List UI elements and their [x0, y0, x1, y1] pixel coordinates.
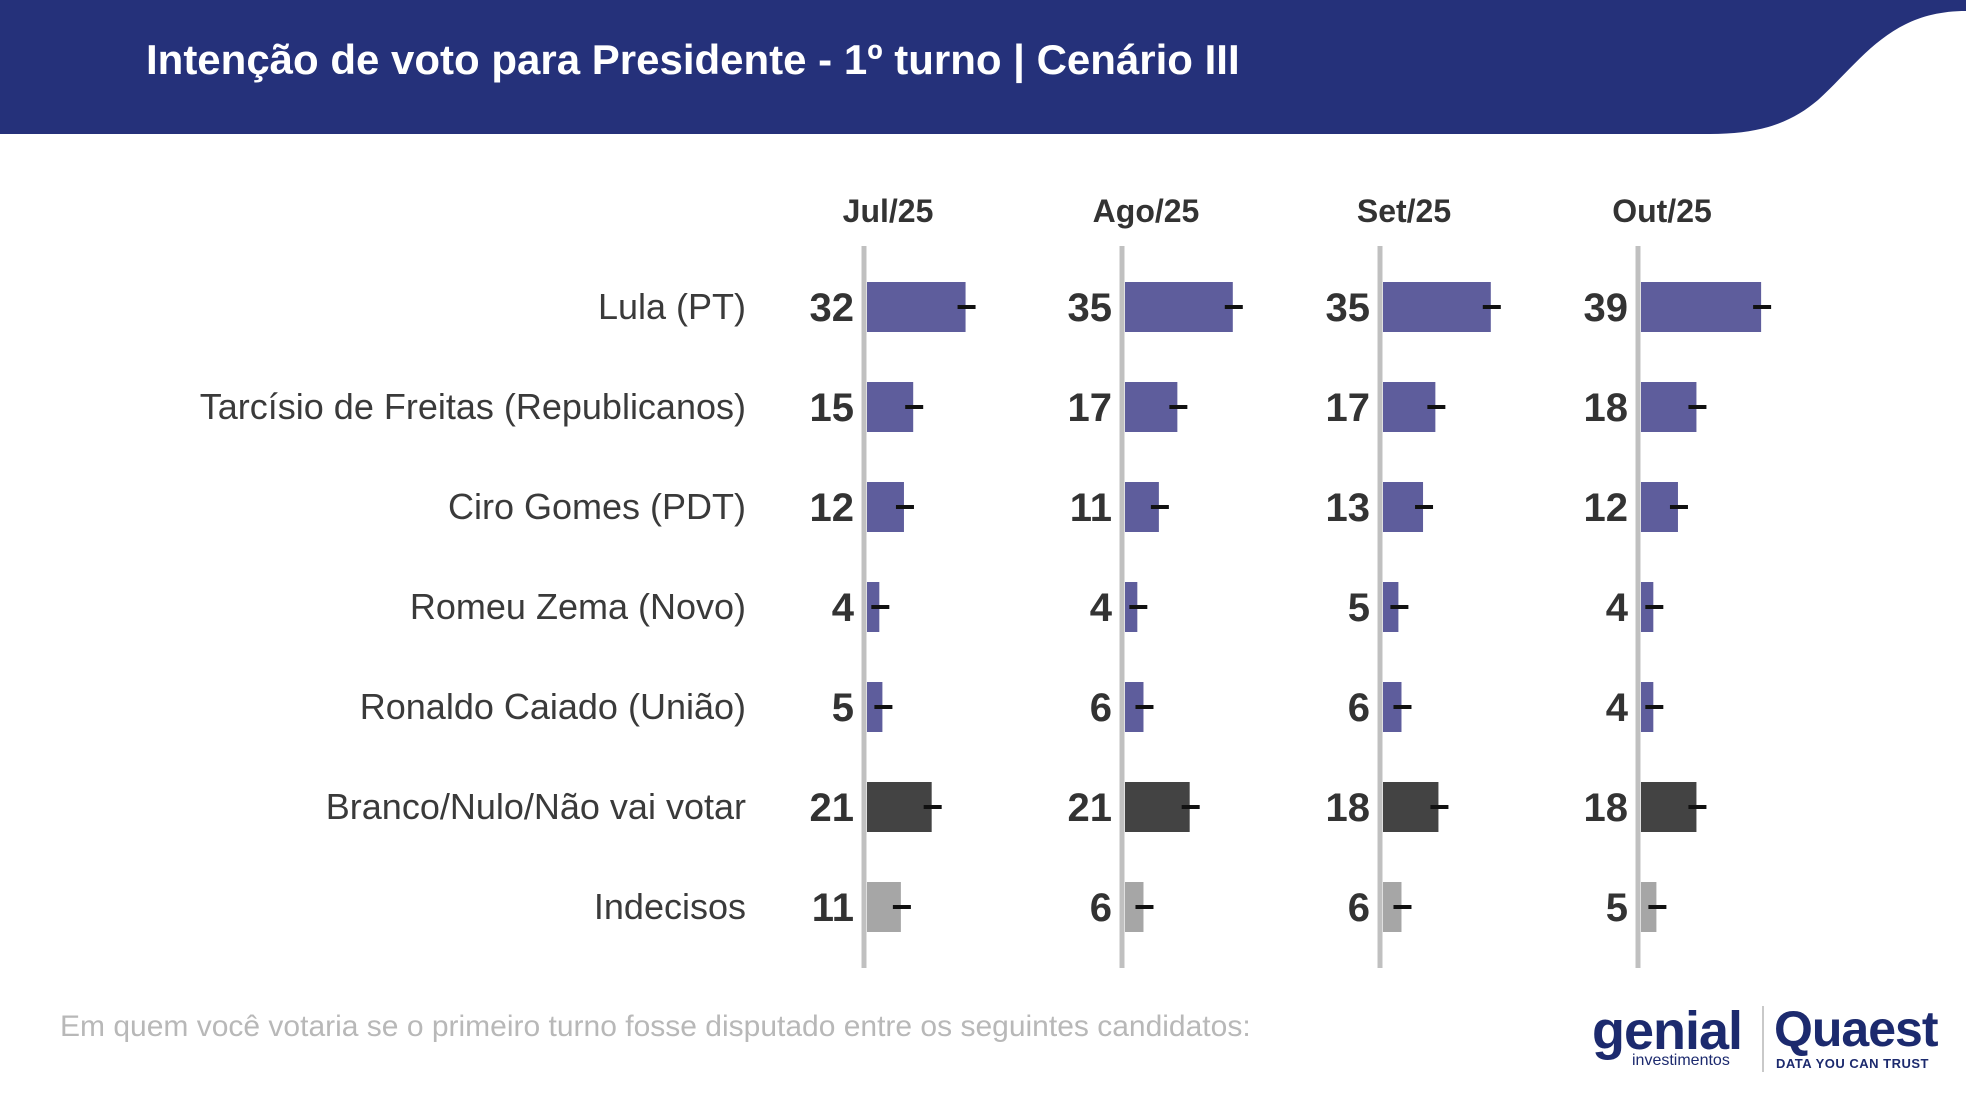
data-label: 21 [810, 786, 855, 830]
data-label: 6 [1090, 686, 1112, 730]
bar [1383, 682, 1402, 732]
category-label: Lula (PT) [598, 286, 746, 327]
category-label: Romeu Zema (Novo) [410, 586, 746, 627]
quaest-logo-tagline: DATA YOU CAN TRUST [1776, 1056, 1929, 1071]
data-label: 4 [1606, 686, 1629, 730]
data-label: 15 [810, 386, 855, 430]
data-label: 21 [1068, 786, 1113, 830]
data-label: 4 [1090, 586, 1113, 630]
data-label: 6 [1348, 686, 1370, 730]
data-label: 4 [1606, 586, 1629, 630]
data-label: 35 [1068, 286, 1113, 330]
bar [867, 782, 932, 832]
question-footnote: Em quem você votaria se o primeiro turno… [60, 1010, 1251, 1043]
category-label: Tarcísio de Freitas (Republicanos) [200, 386, 746, 427]
data-label: 6 [1090, 886, 1112, 930]
category-label: Ronaldo Caiado (União) [360, 686, 746, 727]
period-header: Ago/25 [1093, 193, 1200, 229]
data-label: 35 [1326, 286, 1371, 330]
bar [1125, 782, 1190, 832]
bar [1641, 782, 1697, 832]
data-label: 13 [1326, 486, 1371, 530]
data-label: 12 [810, 486, 855, 530]
data-label: 18 [1584, 786, 1629, 830]
data-label: 12 [1584, 486, 1629, 530]
data-label: 6 [1348, 886, 1370, 930]
bar [1125, 382, 1178, 432]
period-header: Out/25 [1612, 193, 1712, 229]
data-label: 4 [832, 586, 855, 630]
genial-logo-subtitle: investimentos [1632, 1052, 1730, 1069]
data-label: 5 [1348, 586, 1370, 630]
data-label: 17 [1068, 386, 1113, 430]
bar [1641, 382, 1697, 432]
bar [1125, 682, 1144, 732]
bar [1641, 282, 1762, 332]
header-band [0, 0, 1966, 134]
category-label: Branco/Nulo/Não vai votar [326, 786, 746, 827]
data-label: 11 [812, 886, 854, 930]
quaest-logo: Quaest [1774, 1001, 1939, 1057]
data-label: 5 [1606, 886, 1628, 930]
logo-divider [1762, 1006, 1764, 1072]
data-label: 32 [810, 286, 855, 330]
data-label: 18 [1326, 786, 1371, 830]
bar [1383, 382, 1436, 432]
data-label: 17 [1326, 386, 1371, 430]
bar [1125, 282, 1233, 332]
bar [1383, 282, 1491, 332]
data-label: 18 [1584, 386, 1629, 430]
category-label: Ciro Gomes (PDT) [448, 486, 746, 527]
page-title: Intenção de voto para Presidente - 1º tu… [146, 36, 1240, 83]
bar [867, 282, 966, 332]
data-label: 11 [1070, 486, 1112, 530]
bar [1383, 782, 1439, 832]
period-header: Jul/25 [843, 193, 934, 229]
genial-logo: genial [1592, 1001, 1743, 1061]
period-header: Set/25 [1357, 193, 1451, 229]
category-label: Indecisos [594, 886, 746, 927]
data-label: 39 [1584, 286, 1629, 330]
header-band-shape [0, 0, 1966, 134]
bar [1125, 882, 1144, 932]
bar [1383, 882, 1402, 932]
data-label: 5 [832, 686, 854, 730]
